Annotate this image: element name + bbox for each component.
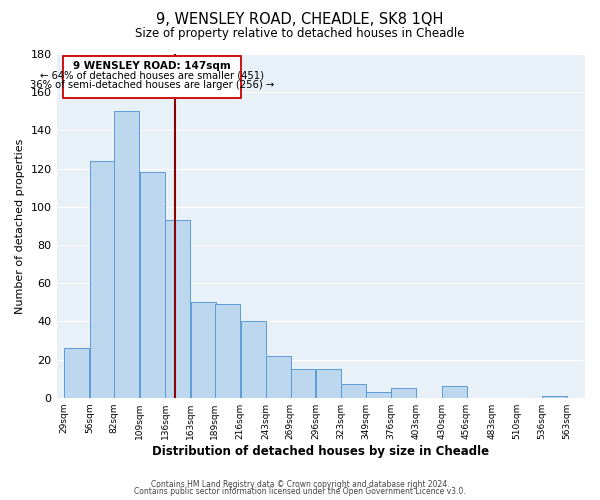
- Bar: [442, 386, 467, 398]
- Text: 9 WENSLEY ROAD: 147sqm: 9 WENSLEY ROAD: 147sqm: [73, 60, 231, 70]
- Text: Contains HM Land Registry data © Crown copyright and database right 2024.: Contains HM Land Registry data © Crown c…: [151, 480, 449, 489]
- Bar: [140, 172, 165, 398]
- Text: 9, WENSLEY ROAD, CHEADLE, SK8 1QH: 9, WENSLEY ROAD, CHEADLE, SK8 1QH: [157, 12, 443, 28]
- Bar: [115, 112, 139, 398]
- Bar: [241, 322, 266, 398]
- Bar: [341, 384, 366, 398]
- Text: ← 64% of detached houses are smaller (451): ← 64% of detached houses are smaller (45…: [40, 70, 264, 80]
- Bar: [266, 356, 291, 398]
- Bar: [215, 304, 240, 398]
- Bar: [391, 388, 416, 398]
- Bar: [316, 369, 341, 398]
- Text: Size of property relative to detached houses in Cheadle: Size of property relative to detached ho…: [135, 28, 465, 40]
- Text: Contains public sector information licensed under the Open Government Licence v3: Contains public sector information licen…: [134, 487, 466, 496]
- Bar: [90, 161, 115, 398]
- Bar: [63, 56, 241, 98]
- Bar: [366, 392, 391, 398]
- Bar: [64, 348, 89, 398]
- Bar: [542, 396, 567, 398]
- Bar: [191, 302, 215, 398]
- X-axis label: Distribution of detached houses by size in Cheadle: Distribution of detached houses by size …: [152, 444, 490, 458]
- Bar: [290, 369, 316, 398]
- Y-axis label: Number of detached properties: Number of detached properties: [15, 138, 25, 314]
- Text: 36% of semi-detached houses are larger (256) →: 36% of semi-detached houses are larger (…: [30, 80, 274, 90]
- Bar: [165, 220, 190, 398]
